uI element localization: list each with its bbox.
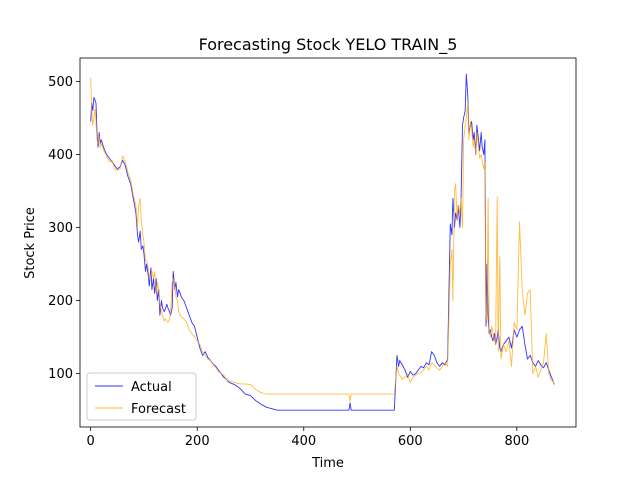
x-tick-label: 800 [504,434,529,449]
series-line-forecast [90,77,555,402]
y-tick-label: 100 [48,367,73,382]
x-tick-label: 200 [185,434,210,449]
x-tick-label: 0 [87,434,95,449]
legend-label-actual: Actual [131,380,172,395]
y-tick-label: 300 [48,221,73,236]
x-axis-title: Time [311,456,344,471]
chart-title: Forecasting Stock YELO TRAIN_5 [199,35,458,55]
legend: Actual Forecast [86,372,197,421]
x-tick-label: 600 [398,434,423,449]
y-tick-label: 500 [48,75,73,90]
y-axis-title: Stock Price [23,207,38,279]
plot-frame [79,57,577,428]
y-tick-label: 400 [48,148,73,163]
axes-layer: 0 200 400 600 800 100 200 300 400 500 [48,57,577,449]
series-line-actual [90,73,555,411]
y-tick-label: 200 [48,294,73,309]
series-layer [90,73,555,411]
legend-label-forecast: Forecast [131,402,186,417]
x-tick-label: 400 [291,434,316,449]
